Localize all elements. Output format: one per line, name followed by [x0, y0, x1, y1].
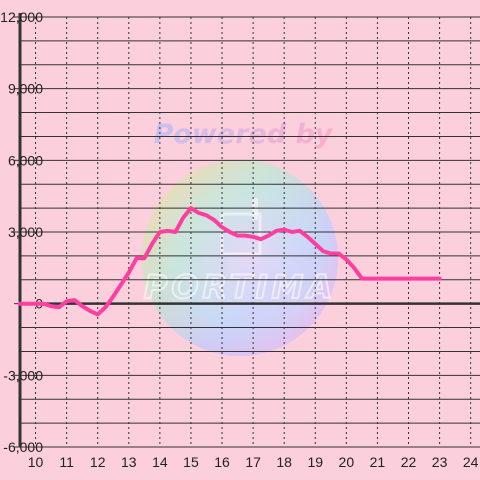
x-tick-label: 15: [183, 454, 199, 470]
x-tick-label: 14: [152, 454, 168, 470]
x-tick-label: 20: [339, 454, 355, 470]
x-tick-label: 22: [401, 454, 417, 470]
x-tick-label: 11: [59, 454, 74, 470]
watermark-line2: PORTIMA: [144, 268, 336, 306]
series-line: [18, 206, 442, 317]
x-tick-label: 12: [90, 454, 106, 470]
x-tick-labels: 10 11 12 13 14 15 16 17 18 19 20 21 22 23 24: [28, 454, 479, 470]
series-group: [18, 206, 442, 317]
x-tick-label: 24: [463, 454, 479, 470]
grid-lines: [20, 16, 480, 448]
x-tick-label: 19: [307, 454, 323, 470]
x-tick-label: 16: [214, 454, 230, 470]
watermark-line1: Powered by: [154, 119, 334, 150]
y-tick-label: 6,000: [8, 152, 43, 168]
y-tick-label: 3,000: [8, 224, 43, 240]
y-tick-label: -6,000: [3, 439, 43, 455]
x-tick-label: 18: [276, 454, 292, 470]
x-tick-label: 21: [370, 454, 386, 470]
axes: [18, 13, 480, 447]
y-tick-label: 9,000: [8, 81, 43, 97]
y-tick-label: 12,000: [0, 9, 43, 25]
x-tick-label: 10: [28, 454, 44, 470]
y-tick-label: -3,000: [3, 367, 43, 383]
x-tick-label: 13: [121, 454, 137, 470]
x-tick-label: 23: [432, 454, 448, 470]
x-tick-label: 17: [245, 454, 261, 470]
